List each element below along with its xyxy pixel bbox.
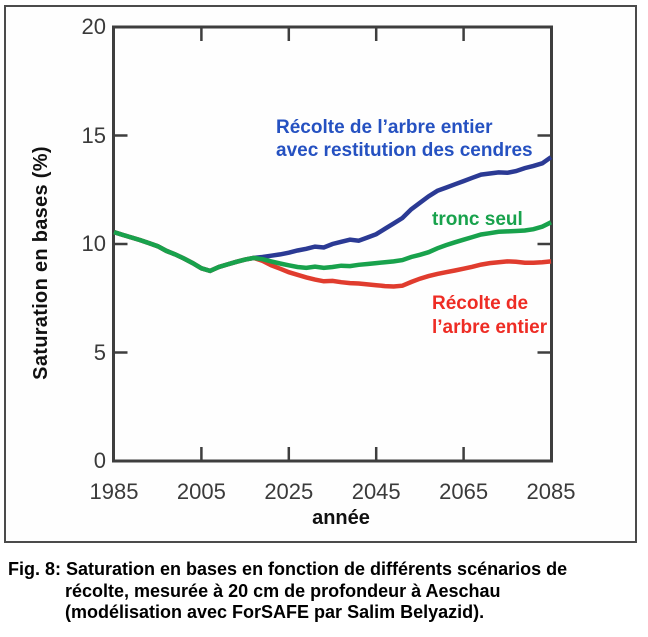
series-label-whole-tree-with-ash: Récolte de l’arbre entier avec restituti… (276, 116, 533, 162)
series-label-whole-tree: Récolte de l’arbre entier (432, 292, 547, 340)
y-tick-label: 10 (81, 231, 106, 256)
series-label-line: Récolte de (432, 293, 529, 314)
plot-frame (112, 25, 553, 463)
series-label-line: l’arbre entier (432, 317, 548, 338)
x-tick-label: 2065 (439, 479, 489, 504)
caption-line: (modélisation avec ForSAFE par Salim Bel… (65, 602, 485, 622)
series-label-line: avec restitution des cendres (276, 140, 533, 161)
x-tick-label: 2025 (264, 479, 314, 504)
y-tick-label: 0 (93, 448, 106, 473)
caption-line: Fig. 8: Saturation en bases en fonction … (8, 559, 568, 579)
x-tick-label: 2085 (526, 479, 576, 504)
x-tick-label: 2045 (351, 479, 401, 504)
figure-border-box (4, 5, 637, 543)
series-label-line: tronc seul (432, 209, 523, 230)
y-axis-title: Saturation en bases (%) (30, 146, 52, 380)
y-tick-label: 20 (81, 14, 106, 39)
y-tick-label: 15 (81, 122, 106, 148)
series-label-stem-only: tronc seul (432, 208, 523, 231)
caption-line: récolte, mesurée à 20 cm de profondeur à… (65, 580, 501, 601)
series-line (113, 220, 552, 274)
series-line (113, 229, 552, 289)
x-tick-label: 2005 (176, 479, 226, 504)
x-tick-label: 1985 (89, 479, 139, 504)
series-label-line: Récolte de l’arbre entier (276, 117, 493, 138)
x-axis-title: année (312, 507, 370, 529)
figure-caption: Fig. 8: Saturation en bases en fonction … (8, 559, 640, 624)
y-tick-label: 5 (93, 339, 106, 365)
